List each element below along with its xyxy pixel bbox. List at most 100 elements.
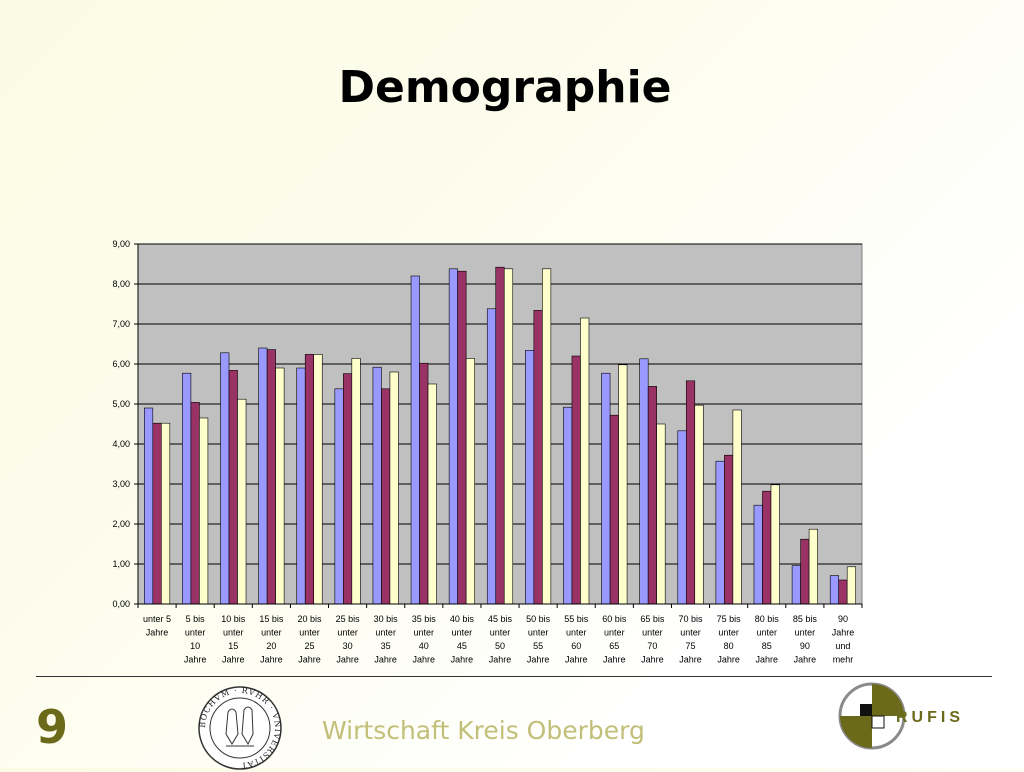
bar (800, 538, 810, 605)
x-tick-label-line: Jahre (794, 655, 817, 665)
bar (182, 372, 192, 605)
axes (137, 244, 862, 605)
footer-text: Wirtschaft Kreis Oberberg (322, 716, 645, 745)
bar (372, 366, 382, 605)
x-tick-label-line: Jahre (184, 655, 207, 665)
bar (762, 490, 772, 605)
x-tick-label-line: Jahre (413, 655, 436, 665)
x-tick-label-line: unter (375, 628, 396, 638)
bar (161, 422, 171, 605)
x-tick-label-line: 35 (381, 641, 391, 651)
bar (770, 484, 780, 605)
bar (220, 352, 230, 605)
x-tick-label: 25 bis unter 30 Jahre (336, 614, 361, 665)
x-tick-label-line: 25 (304, 641, 314, 651)
x-tick-label: 20 bis unter 25 Jahre (297, 614, 322, 665)
bar (448, 268, 458, 605)
university-seal-logo: BOCHVM · RVHR · VNIVERSITAT (198, 686, 282, 770)
x-tick-label-line: Jahre (451, 655, 474, 665)
x-tick-label-line: 75 (686, 641, 696, 651)
rufis-logo: RUFIS (838, 682, 964, 750)
x-tick-label-line: 80 (724, 641, 734, 651)
bar (694, 404, 704, 605)
x-tick-label-line: Jahre (679, 655, 702, 665)
x-axis-labels: unter 5 Jahre 5 bis unter 10 Jahre 10 bis unter… (143, 614, 854, 665)
x-tick-label-line: Jahre (832, 628, 855, 638)
bar (829, 575, 839, 605)
bar (685, 380, 696, 605)
bar (656, 423, 666, 605)
bar (808, 528, 818, 605)
x-tick-label-line: 65 (609, 641, 619, 651)
x-tick-label-line: unter (490, 628, 511, 638)
y-tick-label: 5,00 (112, 399, 130, 409)
x-tick-label-line: 85 bis (793, 614, 818, 624)
bar (647, 386, 657, 605)
x-tick-label-line: unter 5 (143, 614, 171, 624)
x-tick-label-line: Jahre (489, 655, 512, 665)
bar (334, 388, 344, 605)
x-tick-label-line: 55 (533, 641, 543, 651)
bar (495, 266, 505, 605)
bar (791, 565, 801, 605)
y-axis-labels: 0,00 1,00 2,00 3,00 4,00 5,00 6,00 7,00 8,00 9,00 (112, 239, 130, 609)
x-tick-label-line: Jahre (298, 655, 321, 665)
bar (389, 371, 399, 605)
bar (677, 430, 687, 605)
bar (580, 317, 590, 605)
bar (465, 358, 475, 605)
x-tick-label: 50 bis unter 55 Jahre (526, 614, 551, 665)
rufis-logo-text: RUFIS (896, 709, 964, 726)
x-tick-label-line: unter (566, 628, 587, 638)
x-tick-label-line: unter (718, 628, 739, 638)
x-tick-label: 15 bis unter 20 Jahre (259, 614, 284, 665)
y-tick-label: 9,00 (112, 239, 130, 249)
x-tick-label-line: 30 bis (374, 614, 399, 624)
x-tick-label-line: 55 bis (564, 614, 589, 624)
x-tick-label-line: 40 bis (450, 614, 475, 624)
bar-chart: 0,00 1,00 2,00 3,00 4,00 5,00 6,00 7,00 8,00 9,00… (112, 239, 863, 665)
y-tick-label: 3,00 (112, 479, 130, 489)
bar (237, 398, 247, 605)
bar (266, 349, 276, 605)
y-tick-label: 8,00 (112, 279, 130, 289)
x-tick-label: 30 bis unter 35 Jahre (374, 614, 399, 665)
x-tick-label-line: 20 bis (297, 614, 322, 624)
bar (542, 268, 552, 605)
y-tick-label: 4,00 (112, 439, 130, 449)
x-tick-label-line: 15 (228, 641, 238, 651)
x-tick-label-line: 80 bis (755, 614, 780, 624)
x-tick-label-line: 60 (571, 641, 581, 651)
x-tick-label-line: Jahre (603, 655, 626, 665)
bar (351, 358, 361, 605)
bar (304, 354, 315, 605)
y-tick-label: 2,00 (112, 519, 130, 529)
bar (152, 422, 162, 605)
bar (199, 417, 209, 605)
x-tick-label-line: unter (185, 628, 206, 638)
x-tick-label-line: 40 (419, 641, 429, 651)
x-tick-label-line: 45 bis (488, 614, 513, 624)
bar (715, 460, 725, 605)
x-tick-label: 45 bis unter 50 Jahre (488, 614, 513, 665)
bar (838, 579, 848, 605)
x-tick-label: 70 bis unter 75 Jahre (679, 614, 704, 665)
bar (343, 373, 353, 605)
bar (275, 367, 285, 605)
y-tick-label: 0,00 (112, 599, 130, 609)
x-tick-label-line: unter (223, 628, 244, 638)
x-tick-label-line: 15 bis (259, 614, 284, 624)
x-tick-label: 60 bis unter 65 Jahre (602, 614, 627, 665)
x-tick-label-line: unter (756, 628, 777, 638)
bar (190, 402, 200, 605)
slide-number: 9 (36, 700, 69, 754)
bar (296, 367, 306, 605)
x-tick-label: 10 bis unter 15 Jahre (221, 614, 246, 665)
x-tick-label: 65 bis unter 70 Jahre (640, 614, 665, 665)
x-tick-label-line: 10 bis (221, 614, 246, 624)
x-tick-label-line: Jahre (260, 655, 283, 665)
bar (486, 308, 497, 605)
x-tick-label-line: 60 bis (602, 614, 627, 624)
bar (258, 347, 268, 605)
bar (639, 358, 649, 605)
